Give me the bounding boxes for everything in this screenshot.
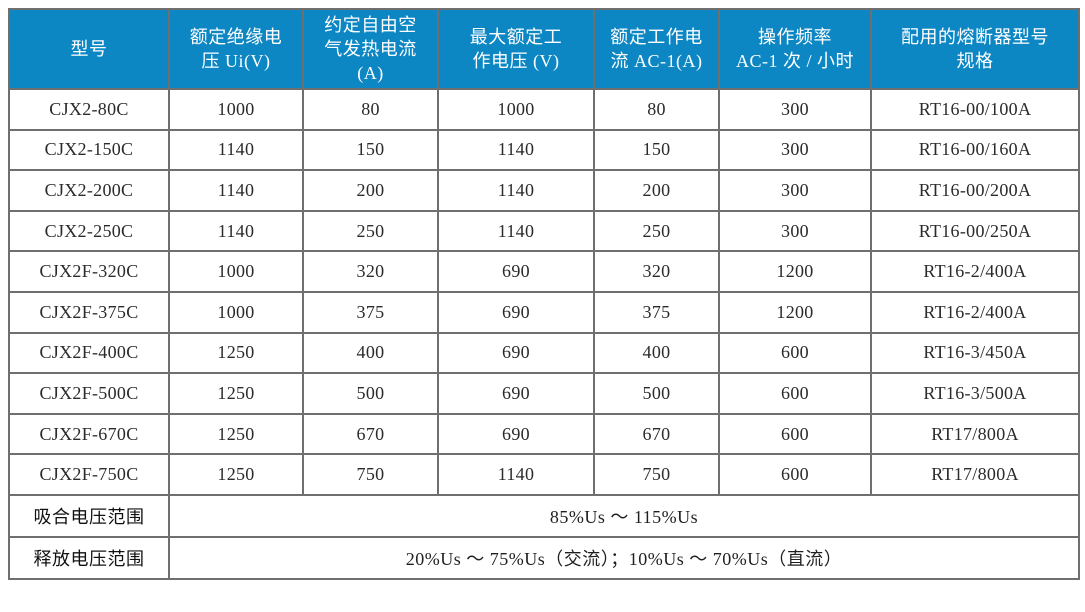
table-body: CJX2-80C 1000 80 1000 80 300 RT16-00/100A CJX2-… — [8, 88, 1080, 496]
table-cell: 375 — [302, 290, 439, 334]
table-cell: 250 — [593, 209, 720, 253]
header-cell-max-working-voltage: 最大额定工 作电压 (V) — [437, 8, 595, 90]
table-cell: 1250 — [168, 453, 304, 496]
table-cell: 200 — [302, 169, 439, 212]
table-row: CJX2-80C 1000 80 1000 80 300 RT16-00/100A — [8, 88, 1080, 131]
model-cell: CJX2-250C — [8, 209, 170, 253]
table-cell: 300 — [718, 88, 872, 131]
table-cell: 600 — [718, 331, 872, 375]
table-cell: 1140 — [437, 169, 595, 212]
table-cell: RT16-00/250A — [870, 209, 1080, 253]
table-cell: RT16-00/160A — [870, 128, 1080, 172]
table-cell: 690 — [437, 250, 595, 293]
table-row: CJX2F-375C 1000 375 690 375 1200 RT16-2/400A — [8, 290, 1080, 334]
footer-row-pickup-voltage: 吸合电压范围 85%Us ～ 115%Us — [8, 493, 1080, 538]
table-cell: 300 — [718, 128, 872, 172]
table-cell: 690 — [437, 331, 595, 375]
model-cell: CJX2-80C — [8, 88, 170, 131]
table-cell: 400 — [302, 331, 439, 375]
table-cell: 600 — [718, 372, 872, 415]
table-cell: 150 — [302, 128, 439, 172]
table-cell: 80 — [302, 88, 439, 131]
table-cell: 500 — [593, 372, 720, 415]
table-cell: 670 — [593, 412, 720, 456]
header-cell-rated-insulation-voltage: 额定绝缘电 压 Ui(V) — [168, 8, 304, 90]
table-cell: 1250 — [168, 331, 304, 375]
pickup-voltage-label: 吸合电压范围 — [8, 493, 170, 538]
table-cell: 690 — [437, 412, 595, 456]
footer-row-release-voltage: 释放电压范围 20%Us ～ 75%Us（交流）；10%Us ～ 70%Us（直… — [8, 535, 1080, 580]
table-cell: 375 — [593, 290, 720, 334]
table-cell: 1200 — [718, 250, 872, 293]
table-cell: RT16-3/450A — [870, 331, 1080, 375]
release-voltage-value: 20%Us ～ 75%Us（交流）；10%Us ～ 70%Us（直流） — [168, 535, 1080, 580]
table-cell: 1250 — [168, 372, 304, 415]
model-cell: CJX2F-500C — [8, 372, 170, 415]
table-cell: 320 — [302, 250, 439, 293]
table-cell: 1140 — [168, 128, 304, 172]
table-row: CJX2F-750C 1250 750 1140 750 600 RT17/800A — [8, 453, 1080, 496]
table-cell: 1200 — [718, 290, 872, 334]
table-cell: RT16-3/500A — [870, 372, 1080, 415]
table-cell: 1140 — [437, 453, 595, 496]
table-cell: 150 — [593, 128, 720, 172]
table-cell: 80 — [593, 88, 720, 131]
table-cell: 750 — [593, 453, 720, 496]
release-voltage-label: 释放电压范围 — [8, 535, 170, 580]
table-cell: 1140 — [168, 169, 304, 212]
contactor-spec-table: 型号 额定绝缘电 压 Ui(V) 约定自由空 气发热电流 (A) 最大额定工 作… — [8, 8, 1080, 580]
table-cell: 400 — [593, 331, 720, 375]
table-cell: RT16-00/100A — [870, 88, 1080, 131]
table-cell: 1000 — [168, 88, 304, 131]
table-cell: 1000 — [168, 290, 304, 334]
model-cell: CJX2-150C — [8, 128, 170, 172]
model-cell: CJX2F-750C — [8, 453, 170, 496]
model-cell: CJX2F-670C — [8, 412, 170, 456]
table-cell: 690 — [437, 372, 595, 415]
model-cell: CJX2F-320C — [8, 250, 170, 293]
table-cell: 1140 — [437, 128, 595, 172]
table-row: CJX2-250C 1140 250 1140 250 300 RT16-00/250A — [8, 209, 1080, 253]
table-cell: 1000 — [437, 88, 595, 131]
table-row: CJX2F-320C 1000 320 690 320 1200 RT16-2/400A — [8, 250, 1080, 293]
table-cell: 670 — [302, 412, 439, 456]
header-cell-model: 型号 — [8, 8, 170, 90]
table-row: CJX2F-500C 1250 500 690 500 600 RT16-3/500A — [8, 372, 1080, 415]
table-cell: RT16-2/400A — [870, 250, 1080, 293]
table-cell: 300 — [718, 169, 872, 212]
table-cell: 1140 — [437, 209, 595, 253]
table-row: CJX2F-400C 1250 400 690 400 600 RT16-3/450A — [8, 331, 1080, 375]
table-cell: 1000 — [168, 250, 304, 293]
table-row: CJX2-200C 1140 200 1140 200 300 RT16-00/200A — [8, 169, 1080, 212]
table-cell: 500 — [302, 372, 439, 415]
table-row: CJX2-150C 1140 150 1140 150 300 RT16-00/160A — [8, 128, 1080, 172]
pickup-voltage-value: 85%Us ～ 115%Us — [168, 493, 1080, 538]
table-cell: RT16-2/400A — [870, 290, 1080, 334]
model-cell: CJX2-200C — [8, 169, 170, 212]
table-cell: 320 — [593, 250, 720, 293]
header-cell-operating-frequency: 操作频率 AC-1 次 / 小时 — [718, 8, 872, 90]
table-cell: 750 — [302, 453, 439, 496]
table-cell: RT16-00/200A — [870, 169, 1080, 212]
table-cell: 200 — [593, 169, 720, 212]
table-cell: 690 — [437, 290, 595, 334]
table-cell: RT17/800A — [870, 412, 1080, 456]
header-cell-conventional-thermal-current: 约定自由空 气发热电流 (A) — [302, 8, 439, 90]
table-cell: 300 — [718, 209, 872, 253]
header-row: 型号 额定绝缘电 压 Ui(V) 约定自由空 气发热电流 (A) 最大额定工 作… — [8, 8, 1080, 90]
header-cell-fuse-spec: 配用的熔断器型号 规格 — [870, 8, 1080, 90]
table-row: CJX2F-670C 1250 670 690 670 600 RT17/800A — [8, 412, 1080, 456]
table-cell: 600 — [718, 453, 872, 496]
table-cell: RT17/800A — [870, 453, 1080, 496]
model-cell: CJX2F-375C — [8, 290, 170, 334]
table-cell: 600 — [718, 412, 872, 456]
header-cell-rated-working-current: 额定工作电 流 AC-1(A) — [593, 8, 720, 90]
table-cell: 250 — [302, 209, 439, 253]
table-cell: 1250 — [168, 412, 304, 456]
model-cell: CJX2F-400C — [8, 331, 170, 375]
table-cell: 1140 — [168, 209, 304, 253]
